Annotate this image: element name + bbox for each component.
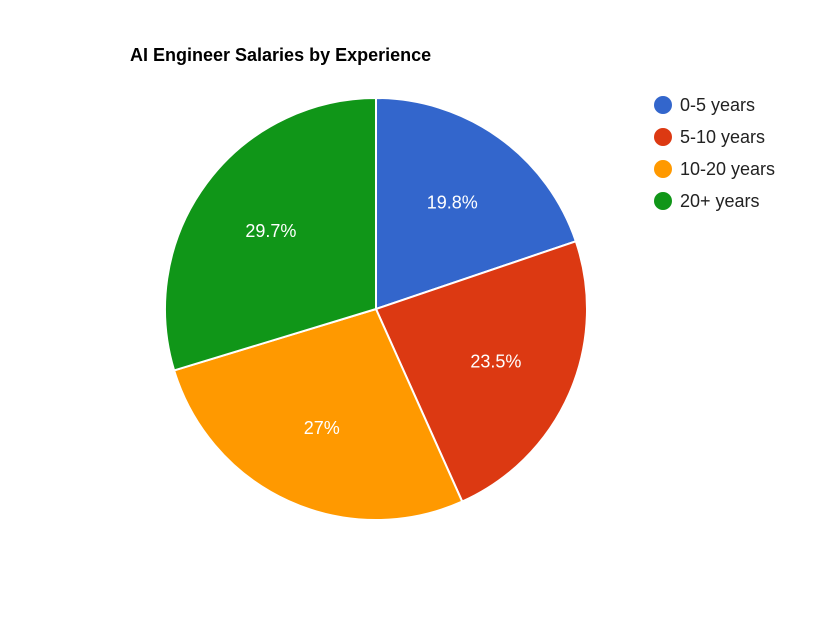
data-label-5-10-years: 23.5% xyxy=(470,351,521,371)
legend-item-10-20-years: 10-20 years xyxy=(654,159,775,179)
legend: 0-5 years 5-10 years 10-20 years 20+ years xyxy=(654,95,775,211)
legend-item-5-10-years: 5-10 years xyxy=(654,127,765,147)
data-label-0-5-years: 19.8% xyxy=(427,193,478,213)
legend-label: 5-10 years xyxy=(680,127,765,147)
legend-swatch xyxy=(654,192,672,210)
data-label-20-plus-years: 29.7% xyxy=(245,221,296,241)
chart-title: AI Engineer Salaries by Experience xyxy=(130,45,431,65)
legend-label: 10-20 years xyxy=(680,159,775,179)
pie-slice-labels: 19.8% 23.5% 27% 29.7% xyxy=(245,193,521,438)
pie-slices xyxy=(164,96,588,521)
legend-swatch xyxy=(654,160,672,178)
legend-item-20-plus-years: 20+ years xyxy=(654,191,760,211)
data-label-10-20-years: 27% xyxy=(304,418,340,438)
legend-swatch xyxy=(654,96,672,114)
pie-slice-20-plus-years xyxy=(164,96,377,372)
legend-label: 0-5 years xyxy=(680,95,755,115)
pie-slice-0-5-years xyxy=(375,96,578,311)
legend-item-0-5-years: 0-5 years xyxy=(654,95,755,115)
pie-slice-10-20-years xyxy=(172,307,464,521)
legend-label: 20+ years xyxy=(680,191,760,211)
legend-swatch xyxy=(654,128,672,146)
pie-slice-5-10-years xyxy=(374,240,588,503)
